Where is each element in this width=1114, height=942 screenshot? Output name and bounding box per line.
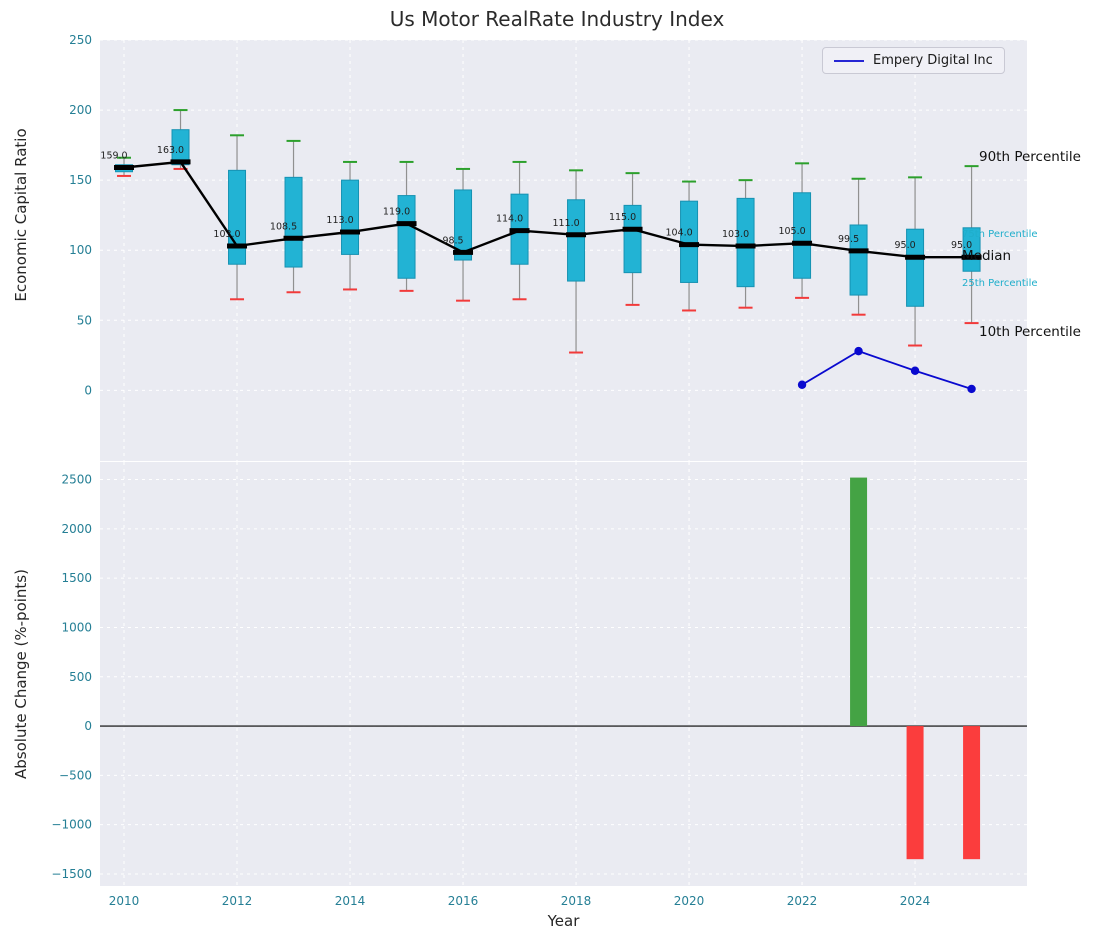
median-value-label-2019: 115.0	[609, 212, 636, 223]
annotation-median: Median	[962, 248, 1012, 264]
xtick-2010: 2010	[109, 894, 140, 908]
legend-line-icon	[834, 59, 864, 62]
xtick-2012: 2012	[222, 894, 253, 908]
empery-point-2022	[797, 380, 807, 389]
top-ytick-250: 250	[69, 33, 92, 47]
iqr-box-2023	[849, 224, 868, 296]
top-ytick-150: 150	[69, 173, 92, 187]
iqr-box-2014	[341, 179, 360, 255]
bottom-ytick-2500: 2500	[61, 473, 92, 487]
bottom-chart-svg: 2010 2012 2014 2016 2018 2020 2022 2024 −1500 −10…	[51, 462, 1027, 908]
top-ytick-200: 200	[69, 103, 92, 117]
xtick-2024: 2024	[900, 894, 931, 908]
legend: Empery Digital Inc	[822, 47, 1005, 74]
median-value-label-2023: 99.5	[838, 234, 859, 245]
median-value-label-2021: 103.0	[722, 229, 749, 240]
bottom-plot-area: 2010 2012 2014 2016 2018 2020 2022 2024 −1500 −10…	[51, 462, 1027, 908]
bottom-ytick--1500: −1500	[51, 867, 92, 881]
empery-point-2023	[854, 346, 863, 356]
top-plot-area: 0 50 100 150 200 250 159.0 163.0 103.0 108.5 113.0…	[69, 33, 1027, 461]
median-value-label-2014: 113.0	[326, 215, 353, 226]
iqr-box-2025	[962, 227, 981, 272]
change-bar-2023	[850, 477, 868, 727]
iqr-box-2015	[397, 195, 416, 279]
legend-label: Empery Digital Inc	[873, 53, 993, 68]
xtick-2020: 2020	[674, 894, 705, 908]
xtick-2018: 2018	[561, 894, 592, 908]
iqr-box-2011	[171, 129, 190, 166]
x-axis-label: Year	[547, 912, 580, 930]
bottom-ytick--500: −500	[59, 768, 92, 782]
bottom-ytick-1000: 1000	[61, 620, 92, 634]
median-value-label-2025: 95.0	[951, 240, 972, 251]
top-ytick-50: 50	[77, 313, 92, 327]
iqr-box-2021	[736, 197, 755, 288]
bottom-ytick--1000: −1000	[51, 818, 92, 832]
median-value-label-2010: 159.0	[100, 151, 127, 162]
annotation-10th-percentile: 10th Percentile	[979, 324, 1081, 340]
empery-point-2024	[910, 366, 920, 375]
xtick-2014: 2014	[335, 894, 366, 908]
xtick-2022: 2022	[787, 894, 818, 908]
empery-point-2025	[967, 384, 976, 394]
bottom-ytick-0: 0	[84, 719, 92, 733]
empery-line	[801, 350, 972, 390]
top-ytick-0: 0	[84, 383, 92, 397]
iqr-box-2024	[906, 228, 925, 307]
top-ytick-100: 100	[69, 243, 92, 257]
median-value-label-2012: 103.0	[213, 229, 240, 240]
annotation-90th-percentile: 90th Percentile	[979, 149, 1081, 165]
bottom-y-axis-label: Absolute Change (%-points)	[12, 569, 30, 779]
median-value-label-2015: 119.0	[383, 207, 410, 218]
iqr-box-2013	[284, 176, 303, 268]
iqr-box-2016	[454, 189, 473, 261]
iqr-box-2012	[228, 169, 247, 265]
top-y-axis-label: Economic Capital Ratio	[12, 128, 30, 302]
median-value-label-2013: 108.5	[270, 221, 297, 232]
top-chart-svg: 0 50 100 150 200 250 159.0 163.0 103.0 108.5 113.0…	[69, 33, 1027, 461]
annotation-75th-percentile: 75th Percentile	[962, 229, 1038, 240]
median-value-label-2016: 98.5	[442, 235, 463, 246]
median-value-label-2020: 104.0	[665, 228, 692, 239]
annotation-25th-percentile: 25th Percentile	[962, 278, 1038, 289]
change-bar-2025	[963, 726, 981, 860]
bottom-ytick-2000: 2000	[61, 522, 92, 536]
chart-title: Us Motor RealRate Industry Index	[389, 7, 725, 31]
median-value-label-2011: 163.0	[157, 145, 184, 156]
median-value-label-2017: 114.0	[496, 214, 523, 225]
iqr-box-2022	[793, 192, 812, 279]
median-value-label-2018: 111.0	[552, 218, 579, 229]
median-trend-line	[123, 160, 972, 259]
xtick-2016: 2016	[448, 894, 479, 908]
bottom-ytick-500: 500	[69, 670, 92, 684]
iqr-box-2018	[567, 199, 586, 282]
median-value-label-2022: 105.0	[778, 226, 805, 237]
bottom-ytick-1500: 1500	[61, 571, 92, 585]
median-value-label-2024: 95.0	[894, 240, 915, 251]
change-bar-2024	[906, 726, 924, 860]
iqr-box-2019	[623, 204, 642, 274]
